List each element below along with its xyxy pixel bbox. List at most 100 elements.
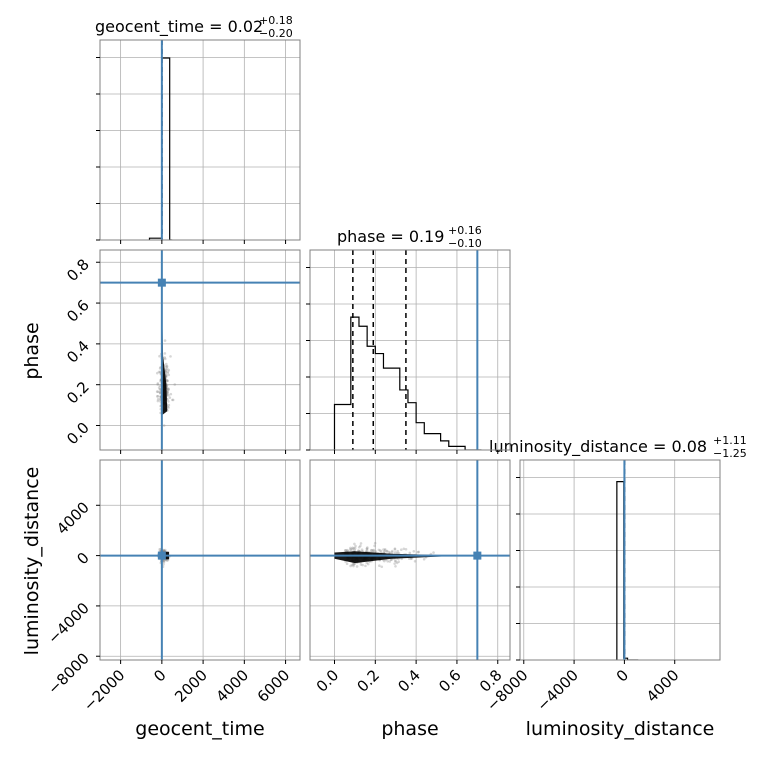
x-tick-label: 0 bbox=[613, 666, 632, 685]
sample-point bbox=[357, 549, 360, 553]
sample-point bbox=[343, 549, 347, 552]
x-tick-label: 0.6 bbox=[435, 666, 465, 696]
sample-point bbox=[374, 550, 378, 553]
panel-geocent_time-geocent_time bbox=[96, 39, 301, 244]
sample-point bbox=[352, 564, 355, 568]
sample-point bbox=[350, 563, 354, 567]
sample-point bbox=[409, 557, 413, 561]
sample-point bbox=[355, 565, 359, 568]
x-tick-label: 0.4 bbox=[394, 666, 424, 696]
y-tick-label: 4000 bbox=[53, 498, 93, 538]
sample-point bbox=[158, 354, 161, 358]
sample-point bbox=[373, 541, 377, 545]
gridlines bbox=[310, 250, 510, 450]
sample-point bbox=[399, 548, 403, 552]
gridlines bbox=[100, 250, 300, 450]
sample-point bbox=[165, 379, 169, 382]
sample-point bbox=[386, 559, 389, 563]
sample-point bbox=[165, 367, 169, 371]
density-contour bbox=[334, 551, 462, 564]
sample-point bbox=[359, 544, 362, 548]
sample-point bbox=[167, 387, 170, 391]
histogram-geocent_time bbox=[148, 57, 173, 240]
sample-point bbox=[388, 551, 392, 554]
sample-point bbox=[156, 399, 160, 403]
sample-point bbox=[349, 564, 352, 568]
sample-point bbox=[359, 563, 363, 566]
axes-frame bbox=[309, 459, 511, 661]
sample-point bbox=[158, 384, 162, 388]
title-geocent-time-minus: −0.20 bbox=[259, 27, 293, 40]
sample-point bbox=[412, 549, 416, 553]
xlabel-geocent-time: geocent_time bbox=[135, 718, 264, 740]
gridlines bbox=[100, 460, 300, 660]
title-phase-minus: −0.10 bbox=[448, 237, 482, 250]
sample-point bbox=[345, 562, 349, 566]
histogram-phase bbox=[333, 316, 482, 450]
sample-point bbox=[165, 379, 168, 383]
sample-point bbox=[394, 560, 398, 563]
sample-point bbox=[364, 564, 367, 568]
x-tick-label: 0 bbox=[150, 666, 169, 685]
sample-point bbox=[162, 563, 165, 566]
y-tick-label: −4000 bbox=[44, 599, 93, 648]
axes-frame bbox=[519, 459, 721, 661]
sample-point bbox=[387, 550, 391, 554]
sample-point bbox=[163, 339, 167, 342]
axes-frame bbox=[99, 39, 301, 241]
sample-point bbox=[390, 558, 393, 562]
sample-point bbox=[349, 546, 352, 550]
y-tick-label: −8000 bbox=[44, 649, 93, 698]
sample-point bbox=[365, 561, 369, 565]
sample-point bbox=[377, 548, 381, 552]
gridlines bbox=[520, 460, 720, 660]
sample-point bbox=[158, 398, 162, 401]
sample-point bbox=[361, 563, 364, 567]
sample-point bbox=[378, 564, 381, 567]
sample-point bbox=[166, 371, 170, 375]
density-contour bbox=[161, 296, 168, 416]
panel-geocent_time-luminosity_distance bbox=[96, 459, 301, 664]
ylabel-luminosity-distance: luminosity_distance bbox=[21, 467, 43, 656]
y-tick-label: 0.6 bbox=[63, 296, 93, 326]
y-tick-label: 0.8 bbox=[63, 255, 93, 285]
sample-point bbox=[397, 560, 400, 564]
sample-point bbox=[370, 549, 374, 552]
sample-point bbox=[167, 394, 170, 397]
sample-point bbox=[166, 391, 169, 394]
sample-point bbox=[166, 558, 170, 562]
axes-frame bbox=[99, 459, 301, 661]
sample-point bbox=[166, 379, 170, 383]
title-luminosity-distance: luminosity_distance = 0.08 bbox=[489, 437, 707, 457]
panel-luminosity_distance-luminosity_distance bbox=[516, 459, 721, 664]
sample-point bbox=[395, 561, 399, 565]
sample-point bbox=[349, 548, 352, 551]
panel-geocent_time-phase bbox=[96, 249, 301, 454]
sample-point bbox=[346, 549, 350, 553]
sample-point bbox=[173, 383, 177, 386]
sample-point bbox=[393, 547, 397, 550]
x-tick-label: 0.0 bbox=[313, 666, 343, 696]
sample-point bbox=[162, 559, 165, 563]
sample-point bbox=[165, 374, 168, 377]
sample-point bbox=[380, 565, 384, 569]
truth-marker bbox=[157, 551, 166, 560]
sample-point bbox=[393, 559, 397, 562]
sample-point bbox=[167, 406, 170, 409]
sample-point bbox=[169, 392, 173, 396]
sample-point bbox=[382, 548, 385, 551]
xlabel-phase: phase bbox=[381, 718, 438, 740]
sample-point bbox=[155, 390, 159, 393]
title-geocent-time-plus: +0.18 bbox=[259, 14, 293, 27]
sample-point bbox=[163, 357, 167, 361]
sample-point bbox=[158, 388, 162, 391]
sample-point bbox=[408, 551, 412, 555]
sample-point bbox=[162, 560, 166, 564]
sample-point bbox=[417, 550, 420, 554]
sample-point bbox=[383, 559, 386, 563]
sample-point bbox=[157, 386, 161, 390]
x-tick-label: 4000 bbox=[643, 666, 683, 706]
sample-point bbox=[360, 548, 364, 551]
sample-point bbox=[385, 550, 389, 553]
sample-point bbox=[165, 365, 169, 369]
